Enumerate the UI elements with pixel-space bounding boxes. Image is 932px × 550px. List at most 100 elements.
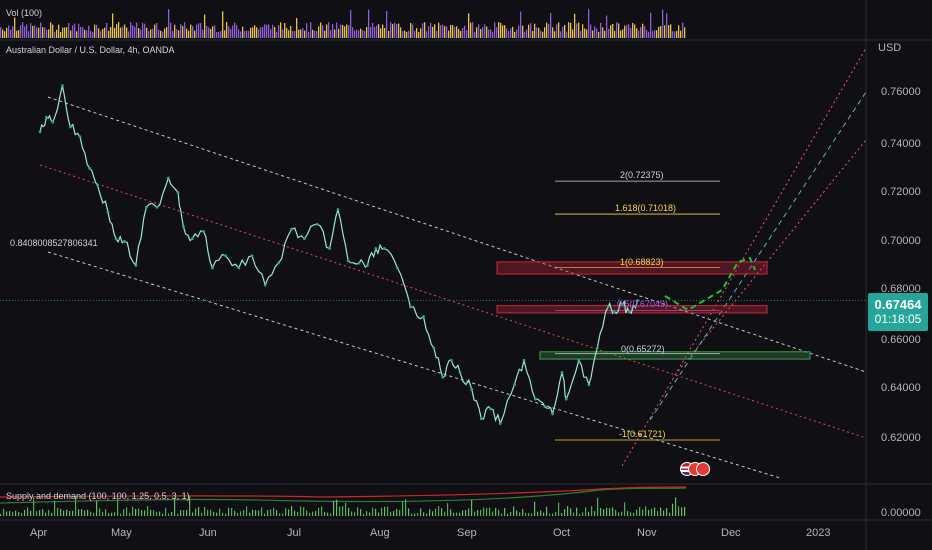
- fib-label: 2(0.72375): [620, 170, 664, 180]
- sd-bar: [624, 502, 626, 516]
- volume-bar: [582, 24, 584, 38]
- volume-bar: [2, 29, 4, 38]
- sd-bar: [585, 507, 587, 516]
- volume-bar: [118, 22, 120, 38]
- sd-bar: [555, 511, 557, 516]
- volume-bar: [212, 26, 214, 38]
- volume-bar: [422, 23, 424, 38]
- sd-bar: [609, 508, 611, 516]
- sd-bar: [510, 511, 512, 516]
- volume-bar: [622, 29, 624, 38]
- volume-bar: [526, 29, 528, 38]
- currency-label[interactable]: USD: [878, 42, 902, 54]
- volume-bar: [564, 25, 566, 38]
- sd-bar: [372, 507, 374, 516]
- sd-bar: [663, 510, 665, 516]
- time-tick: Aug: [370, 527, 390, 539]
- price-point: [45, 115, 48, 119]
- event-marker-icon[interactable]: [696, 462, 710, 476]
- volume-bar: [28, 31, 30, 38]
- sd-bar: [606, 507, 608, 516]
- volume-bar: [102, 28, 104, 38]
- sd-bar: [633, 512, 635, 516]
- price-point: [382, 247, 386, 250]
- volume-bar: [0, 27, 2, 38]
- volume-bar: [426, 31, 428, 38]
- volume-axis-tick: 0.00000: [881, 507, 921, 519]
- volume-bar: [196, 24, 198, 38]
- volume-bar: [434, 24, 436, 38]
- sd-bar: [537, 511, 539, 516]
- sd-bar: [198, 507, 200, 516]
- sd-bar: [594, 511, 596, 516]
- volume-bar: [400, 27, 402, 38]
- volume-bar: [380, 28, 382, 38]
- sd-bar: [273, 507, 275, 516]
- volume-bar: [236, 25, 238, 38]
- volume-bar: [462, 27, 464, 38]
- volume-bar: [370, 26, 372, 38]
- volume-bar: [628, 24, 630, 38]
- supply-demand-label[interactable]: Supply and demand (100, 100, 1.25, 0.5, …: [6, 491, 190, 501]
- volume-bar: [574, 13, 576, 38]
- volume-bar: [428, 26, 430, 38]
- sd-bar: [162, 513, 164, 516]
- sd-bar: [171, 511, 173, 516]
- sd-bar: [621, 511, 623, 516]
- volume-bar: [608, 29, 610, 38]
- volume-bar: [302, 28, 304, 38]
- sd-bar: [486, 507, 488, 516]
- symbol-title[interactable]: Australian Dollar / U.S. Dollar, 4h, OAN…: [6, 45, 175, 55]
- sd-bar: [234, 510, 236, 516]
- price-point: [396, 266, 399, 270]
- volume-bar: [158, 29, 160, 38]
- channel-upper-line: [47, 96, 867, 373]
- sd-bar: [291, 506, 293, 516]
- volume-bar: [614, 30, 616, 38]
- sd-bar: [45, 512, 47, 516]
- price-tick: 0.74000: [881, 138, 921, 150]
- volume-bar: [98, 28, 100, 38]
- sd-bar: [627, 510, 629, 516]
- volume-bar: [204, 14, 206, 38]
- sd-bar: [363, 513, 365, 516]
- volume-bar: [650, 12, 652, 38]
- volume-bar: [246, 30, 248, 38]
- volume-bar: [652, 30, 654, 38]
- volume-bar: [360, 28, 362, 38]
- volume-bar: [362, 30, 364, 38]
- price-tick: 0.76000: [881, 86, 921, 98]
- sd-bar: [27, 507, 29, 516]
- volume-bar: [16, 30, 18, 38]
- volume-bar: [586, 29, 588, 38]
- price-point: [612, 310, 616, 314]
- sd-bar: [684, 506, 686, 516]
- volume-bar: [562, 26, 564, 38]
- volume-bar: [418, 31, 420, 38]
- volume-panel-label[interactable]: Vol (100): [6, 8, 43, 18]
- volume-bar: [62, 27, 64, 38]
- volume-bar: [404, 30, 406, 38]
- volume-bar: [262, 27, 264, 38]
- volume-bar: [408, 30, 410, 38]
- volume-bar: [578, 22, 580, 38]
- sd-bar: [381, 507, 383, 516]
- volume-bar: [390, 22, 392, 38]
- volume-bar: [186, 28, 188, 38]
- volume-bar: [592, 30, 594, 38]
- volume-bar: [92, 31, 94, 38]
- sd-bar: [147, 506, 149, 516]
- sd-bar: [558, 502, 560, 516]
- price-point: [432, 346, 436, 350]
- volume-bar: [372, 22, 374, 38]
- volume-bar: [284, 22, 286, 38]
- sd-bar: [480, 509, 482, 516]
- sd-bar: [531, 513, 533, 516]
- volume-bar: [266, 24, 268, 38]
- volume-bar: [234, 22, 236, 38]
- sd-bar: [576, 507, 578, 516]
- volume-bar: [188, 30, 190, 38]
- volume-bar: [674, 31, 676, 38]
- sd-bar: [318, 507, 320, 516]
